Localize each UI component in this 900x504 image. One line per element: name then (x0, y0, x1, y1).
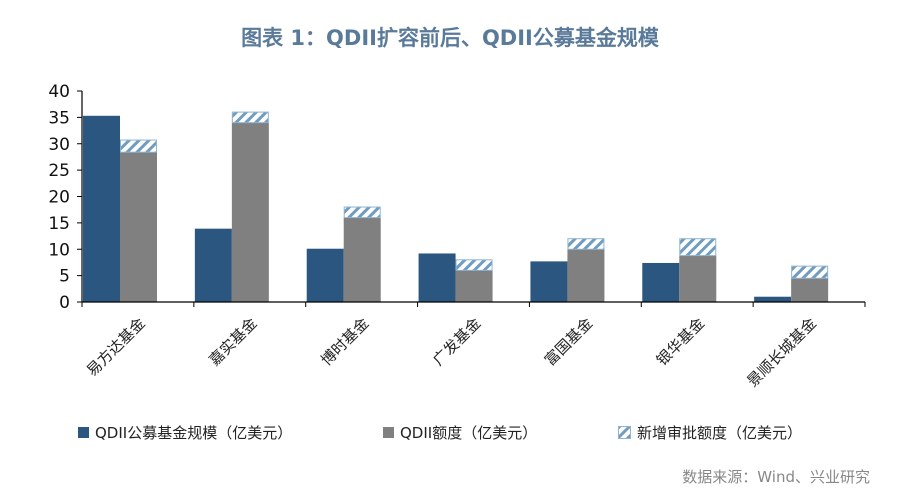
x-tick-label: 银华基金 (653, 314, 708, 369)
legend-swatch (78, 427, 89, 438)
bar-scale (418, 253, 456, 302)
bar-quota (120, 152, 157, 302)
x-tick-label: 嘉实基金 (205, 314, 260, 369)
bar-scale (306, 248, 344, 302)
x-tick-label: 广发基金 (429, 314, 484, 369)
source-note: 数据来源：Wind、兴业研究 (682, 468, 870, 486)
bar-quota (791, 278, 829, 302)
legend-label: QDII额度（亿美元） (400, 424, 538, 442)
y-tick-label: 10 (48, 240, 70, 260)
x-tick-label: 景顺长城基金 (744, 314, 820, 390)
bar-new-quota (455, 259, 493, 271)
bar-new-quota (567, 238, 605, 250)
y-tick-label: 25 (48, 161, 70, 181)
bar-quota (567, 249, 605, 302)
bar-scale (194, 228, 232, 302)
y-tick-label: 15 (48, 214, 70, 234)
y-tick-label: 5 (59, 267, 70, 287)
legend-swatch (618, 426, 631, 439)
chart-title: 图表 1：QDII扩容前后、QDII公募基金规模 (241, 26, 659, 50)
bar-new-quota (120, 139, 157, 153)
bar-scale (83, 115, 120, 302)
legend-label: QDII公募基金规模（亿美元） (95, 424, 293, 442)
bar-new-quota (231, 111, 269, 124)
bar-scale (530, 261, 568, 302)
legend-item-new-quota: 新增审批额度（亿美元） (618, 422, 802, 443)
y-tick-label: 40 (48, 82, 70, 102)
x-tick-label: 易方达基金 (83, 314, 149, 380)
y-tick-label: 30 (48, 135, 70, 155)
y-tick-label: 0 (59, 293, 70, 313)
legend-item-quota: QDII额度（亿美元） (383, 422, 537, 443)
x-tick-label: 富国基金 (541, 314, 596, 369)
legend-item-scale: QDII公募基金规模（亿美元） (78, 422, 292, 443)
bar-new-quota (679, 238, 717, 257)
legend-label: 新增审批额度（亿美元） (637, 424, 803, 442)
bar-new-quota (791, 265, 829, 279)
bar-quota (679, 255, 717, 302)
bar-scale (754, 296, 792, 302)
bar-scale (642, 262, 680, 302)
x-tick-label: 博时基金 (317, 314, 372, 369)
bar-quota (343, 217, 381, 302)
bar-quota (455, 270, 493, 302)
legend-swatch (383, 427, 394, 438)
bar-new-quota (343, 206, 381, 219)
bar-quota (231, 122, 269, 303)
y-tick-label: 20 (48, 188, 70, 208)
y-tick-label: 35 (48, 108, 70, 128)
